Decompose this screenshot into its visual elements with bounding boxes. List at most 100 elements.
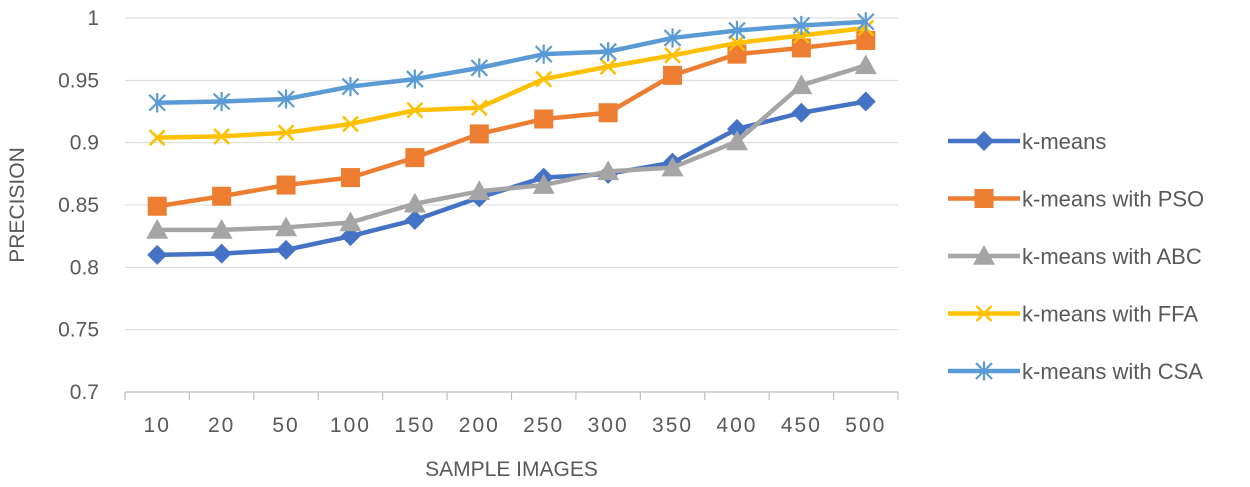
x-tick-label: 150 [394, 414, 435, 437]
data-point [213, 128, 231, 145]
square-marker-shape [147, 196, 167, 216]
data-point [663, 65, 683, 85]
x-marker-stroke [728, 34, 746, 52]
data-point [468, 180, 491, 201]
data-point [147, 196, 167, 216]
diamond-marker-shape [404, 209, 425, 230]
x-tick-label: 300 [588, 414, 629, 437]
x-tick-label: 20 [208, 414, 235, 437]
x-marker-stroke [535, 70, 553, 88]
diamond-marker-shape [855, 91, 876, 112]
legend-marker [975, 305, 993, 322]
legend: k-means k-means with PSO k-means with ABC k… [948, 129, 1204, 384]
series-4 [148, 19, 875, 147]
data-point [341, 76, 360, 97]
data-point [534, 109, 554, 129]
x-tick-label: 50 [272, 414, 299, 437]
data-point [663, 28, 682, 48]
legend-label: k-means with ABC [1022, 244, 1202, 269]
data-point [535, 70, 553, 88]
data-point [664, 47, 681, 64]
legend-marker [975, 361, 993, 381]
gridlines [125, 17, 898, 331]
square-marker-shape [276, 175, 296, 195]
square-marker-shape [974, 189, 994, 208]
data-point [276, 239, 297, 260]
data-point [857, 12, 875, 32]
diamond-marker-shape [147, 244, 168, 265]
data-point [212, 91, 231, 112]
data-point [339, 211, 362, 232]
x-tick-label: 100 [330, 414, 371, 437]
data-point [403, 192, 426, 213]
data-point [210, 218, 233, 239]
data-point [728, 20, 746, 41]
y-tick-label: 0.8 [70, 256, 99, 279]
data-point [212, 186, 232, 206]
diamond-marker-shape [791, 102, 812, 123]
legend-entry: k-means with FFA [948, 302, 1198, 327]
square-marker-shape [405, 148, 425, 168]
x-tick-label: 450 [781, 414, 822, 437]
legend-marker [974, 189, 994, 208]
series-line [154, 19, 869, 106]
data-point [342, 115, 359, 133]
square-marker-shape [598, 103, 618, 123]
data-point [534, 44, 553, 64]
data-point [147, 244, 168, 265]
data-point [856, 30, 876, 50]
series-line [154, 38, 869, 209]
data-point [532, 174, 555, 194]
triangle-marker-shape [790, 74, 813, 95]
data-point [276, 175, 296, 195]
data-point [146, 218, 169, 239]
x-tick-label: 500 [845, 414, 886, 437]
data-point [404, 209, 425, 230]
data-point [791, 102, 812, 123]
x-axis-title: SAMPLE IMAGES [425, 458, 598, 481]
triangle-marker-shape [532, 174, 555, 194]
x-marker-stroke [342, 115, 359, 133]
legend-entry: k-means [948, 129, 1106, 154]
triangle-marker-shape [403, 192, 426, 213]
legend-label: k-means [1022, 129, 1106, 154]
square-marker-shape [534, 109, 554, 129]
data-point [406, 101, 424, 119]
data-point [469, 124, 489, 144]
x-tick-label: 200 [459, 414, 500, 437]
legend-entry: k-means with ABC [948, 244, 1202, 269]
square-marker-shape [856, 30, 876, 50]
triangle-marker-shape [146, 218, 169, 239]
data-point [277, 89, 295, 109]
data-point [727, 44, 747, 64]
x-tick-label: 250 [523, 414, 564, 437]
triangle-marker-shape [973, 245, 995, 265]
data-point [598, 103, 618, 123]
x-tick-label: 350 [652, 414, 693, 437]
data-point [599, 58, 617, 76]
data-point [470, 58, 489, 78]
y-tick-label: 0.75 [58, 319, 99, 342]
data-point [726, 118, 747, 139]
square-marker-shape [340, 168, 360, 188]
legend-label: k-means with CSA [1022, 359, 1203, 384]
square-marker-shape [727, 44, 747, 64]
x-marker-stroke [975, 305, 993, 322]
data-point [790, 74, 813, 95]
series-line [154, 25, 869, 140]
triangle-marker-shape [854, 54, 877, 75]
y-tick-label: 0.9 [70, 132, 99, 155]
series-5 [148, 12, 875, 113]
axes: 0.7 0.75 0.8 0.85 0.9 0.95 1 10 20 50 100 150 200 250… [58, 7, 899, 437]
data-point [597, 160, 620, 181]
y-axis-title: PRECISION [6, 147, 29, 263]
x-marker-stroke [148, 129, 166, 147]
triangle-marker-shape [210, 218, 233, 239]
legend-entry: k-means with CSA [948, 359, 1203, 384]
triangle-marker-shape [468, 180, 491, 201]
legend-entry: k-means with PSO [948, 187, 1204, 212]
series-2 [147, 30, 876, 216]
series-line [154, 63, 869, 233]
